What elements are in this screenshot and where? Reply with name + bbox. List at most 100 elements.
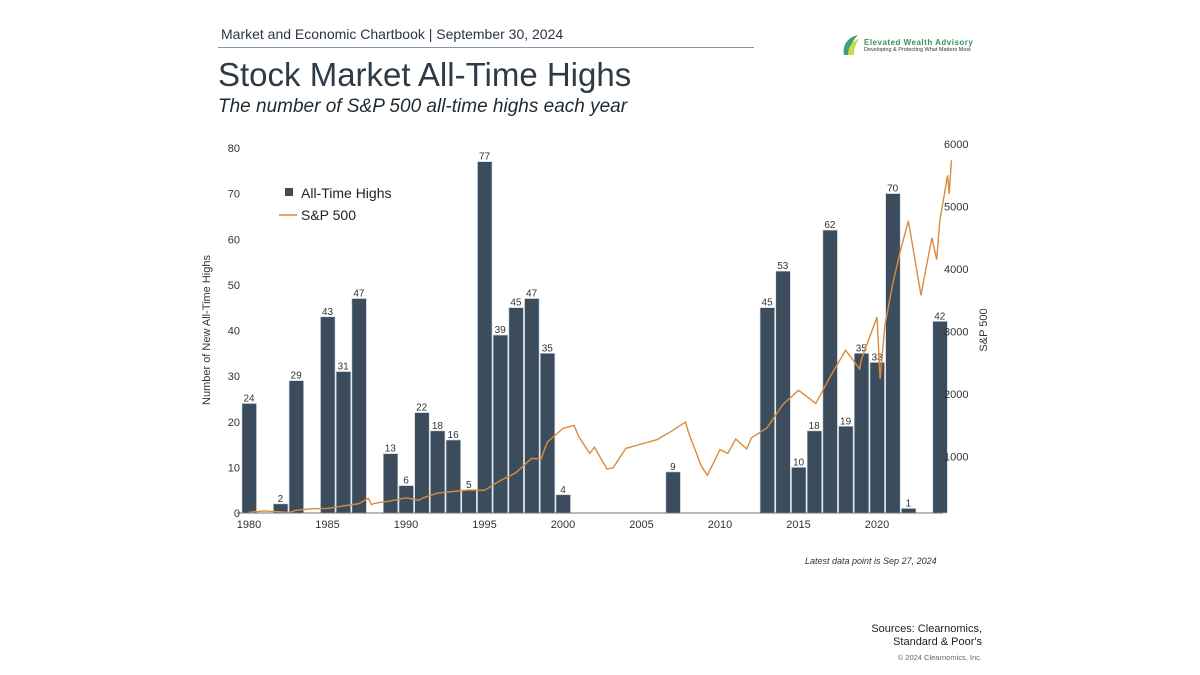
legend-line-label: S&P 500	[301, 207, 356, 223]
y-right-tick-5000: 5000	[944, 202, 968, 214]
legend-bar-swatch	[285, 188, 293, 196]
data-label-1993: 16	[448, 430, 460, 441]
sources: Sources: Clearnomics, Standard & Poor's	[871, 623, 982, 649]
x-tick-1995: 1995	[472, 519, 496, 531]
x-tick-1980: 1980	[237, 519, 261, 531]
x-tick-2020: 2020	[865, 519, 889, 531]
bar-2013	[759, 307, 775, 514]
data-label-1987: 47	[353, 289, 365, 300]
y-tick-70: 70	[228, 189, 240, 201]
data-label-2014: 53	[777, 261, 789, 272]
y-tick-0: 0	[234, 508, 240, 520]
bar-1999	[539, 353, 556, 514]
bar-1994	[461, 489, 477, 514]
copyright: © 2024 Clearnomics, Inc.	[897, 653, 982, 662]
data-label-1995: 77	[479, 152, 491, 163]
bar-2017	[822, 229, 838, 514]
data-label-2019: 35	[856, 343, 868, 354]
y-tick-10: 10	[228, 462, 240, 474]
bar-1993	[445, 439, 461, 514]
bar-2024	[932, 321, 948, 514]
y-right-tick-1000: 1000	[944, 452, 968, 464]
data-label-1989: 13	[385, 444, 397, 455]
bar-1992	[430, 430, 446, 514]
data-label-2016: 18	[809, 421, 821, 432]
y-axis-right-label: S&P 500	[978, 308, 990, 351]
y-right-tick-4000: 4000	[944, 264, 968, 276]
y-tick-60: 60	[228, 234, 240, 246]
bar-1989	[382, 453, 399, 514]
bar-2015	[791, 467, 807, 514]
y-tick-50: 50	[228, 280, 240, 292]
x-tick-2000: 2000	[551, 519, 575, 531]
y-tick-20: 20	[228, 417, 240, 429]
x-tick-1985: 1985	[315, 519, 339, 531]
y-right-tick-6000: 6000	[944, 139, 968, 151]
x-tick-2015: 2015	[786, 519, 810, 531]
page-subtitle: The number of S&P 500 all-time highs eac…	[218, 96, 628, 117]
data-label-2015: 10	[793, 457, 805, 468]
sp500-line	[248, 160, 953, 514]
bar-2020	[869, 362, 885, 514]
chartbook-header: Market and Economic Chartbook | Septembe…	[221, 26, 564, 42]
x-tick-2005: 2005	[629, 519, 653, 531]
y-axis-label: Number of New All-Time Highs	[201, 255, 213, 405]
latest-data-note: Latest data point is Sep 27, 2024	[805, 556, 937, 566]
data-label-1980: 24	[243, 394, 255, 405]
data-label-2013: 45	[762, 298, 774, 309]
bar-1987	[351, 298, 367, 514]
data-label-1992: 18	[432, 421, 444, 432]
sources-line-2: Standard & Poor's	[893, 636, 982, 648]
data-label-1991: 22	[416, 403, 428, 414]
data-label-1999: 35	[542, 343, 554, 354]
bar-1996	[492, 334, 509, 514]
data-label-1996: 39	[495, 325, 507, 336]
bar-2016	[806, 430, 823, 514]
bar-1997	[508, 307, 524, 514]
bar-1986	[335, 371, 352, 514]
data-label-2017: 62	[824, 220, 836, 231]
sources-line-1: Sources: Clearnomics,	[871, 623, 982, 635]
leaf-logo-icon	[843, 35, 859, 55]
data-label-1990: 6	[403, 476, 409, 487]
bar-2014	[775, 270, 791, 514]
logo-name: Elevated Wealth Advisory	[864, 37, 974, 47]
x-tick-2010: 2010	[708, 519, 732, 531]
bar-1998	[524, 298, 540, 514]
bar-1983	[288, 380, 304, 514]
y-right-tick-2000: 2000	[944, 389, 968, 401]
bar-1985	[320, 316, 336, 514]
data-label-2021: 70	[887, 184, 899, 195]
bar-2000	[555, 494, 571, 514]
data-label-1982: 2	[278, 494, 284, 505]
x-tick-1990: 1990	[394, 519, 418, 531]
bar-2007	[665, 471, 681, 514]
data-label-2000: 4	[560, 485, 566, 496]
data-label-2007: 9	[670, 462, 676, 473]
y-right-tick-3000: 3000	[944, 327, 968, 339]
data-label-2024: 42	[934, 311, 946, 322]
bar-1980	[241, 403, 257, 514]
logo: Elevated Wealth Advisory Developing & Pr…	[840, 33, 973, 57]
y-tick-40: 40	[228, 326, 240, 338]
bar-2021	[885, 193, 901, 514]
data-label-2018: 19	[840, 416, 852, 427]
logo-tagline: Developing & Protecting What Matters Mos…	[864, 46, 971, 53]
bar-1995	[477, 161, 493, 514]
data-label-1986: 31	[338, 362, 350, 373]
header-divider	[218, 47, 754, 48]
data-label-1997: 45	[510, 298, 522, 309]
data-label-2020: 33	[871, 352, 883, 363]
legend-bars-label: All-Time Highs	[301, 185, 392, 201]
data-label-1994: 5	[466, 480, 472, 491]
bar-2018	[838, 426, 854, 514]
data-label-2022: 1	[906, 498, 912, 509]
data-label-1983: 29	[291, 371, 303, 382]
bar-2019	[853, 353, 870, 514]
data-label-1998: 47	[526, 289, 538, 300]
data-label-1985: 43	[322, 307, 334, 318]
y-tick-30: 30	[228, 371, 240, 383]
page-title: Stock Market All-Time Highs	[218, 56, 632, 93]
